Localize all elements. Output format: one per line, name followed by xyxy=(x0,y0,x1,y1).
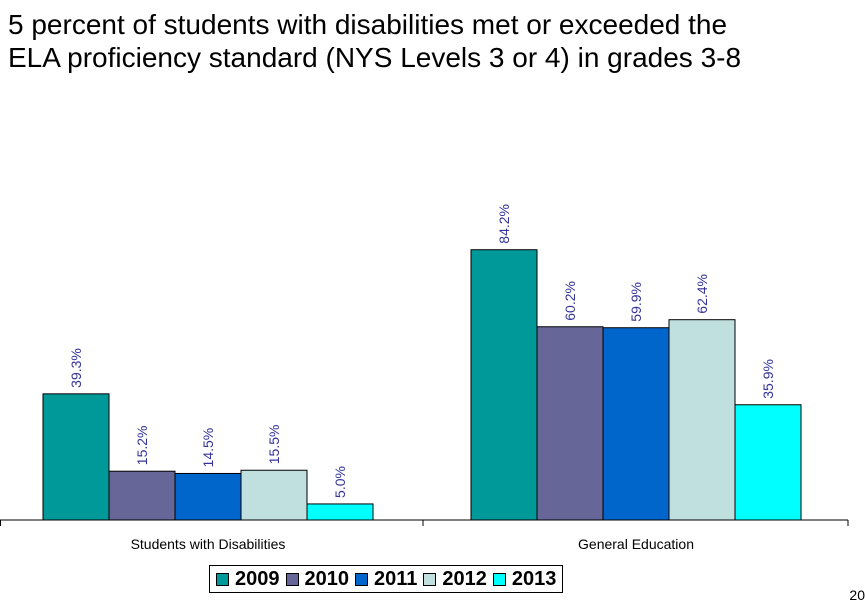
data-label: 39.3% xyxy=(68,348,84,388)
data-label: 15.5% xyxy=(266,425,282,465)
legend-item-2011: 2011 xyxy=(355,568,417,591)
legend-label: 2011 xyxy=(374,567,418,590)
bar-2011-students-with-disabilities xyxy=(174,472,242,521)
legend-swatch xyxy=(285,572,299,586)
legend-swatch xyxy=(355,572,368,586)
legend-item-2010: 2010 xyxy=(285,567,350,591)
legend-item-2013: 2013 xyxy=(492,567,557,591)
bar-2013-general-education xyxy=(734,404,802,521)
legend-swatch xyxy=(423,572,437,586)
data-label: 14.5% xyxy=(200,428,216,468)
data-label: 84.2% xyxy=(496,204,512,244)
bar-2009-general-education xyxy=(470,249,538,521)
legend-swatch xyxy=(492,572,506,586)
page-number: 20 xyxy=(849,587,865,603)
legend-label: 2012 xyxy=(442,567,487,590)
category-label: Students with Disabilities xyxy=(131,536,286,552)
legend-item-2012: 2012 xyxy=(423,568,487,591)
bar-2013-students-with-disabilities xyxy=(306,503,374,521)
legend-label: 2013 xyxy=(511,567,557,590)
data-label: 60.2% xyxy=(562,281,578,321)
legend-item-2009: 2009 xyxy=(216,568,280,591)
legend-label: 2010 xyxy=(304,567,350,590)
title-line-2: ELA proficiency standard (NYS Levels 3 o… xyxy=(8,42,742,73)
bar-2010-general-education xyxy=(536,326,604,521)
data-label: 59.9% xyxy=(628,282,644,322)
legend-swatch xyxy=(216,572,229,586)
bar-2010-students-with-disabilities xyxy=(108,470,176,521)
title-line-1: 5 percent of students with disabilities … xyxy=(8,9,728,40)
chart-title: 5 percent of students with disabilities … xyxy=(8,8,865,74)
bar-2012-general-education xyxy=(668,319,736,521)
data-label: 62.4% xyxy=(694,274,710,314)
bar-2011-general-education xyxy=(602,327,670,521)
data-label: 5.0% xyxy=(332,466,348,498)
bar-2012-students-with-disabilities xyxy=(240,469,308,521)
legend-label: 2009 xyxy=(235,567,280,590)
data-label: 35.9% xyxy=(760,359,776,399)
chart-legend: 2009 2010 2011 2012 2013 xyxy=(209,565,564,593)
category-label: General Education xyxy=(578,536,694,552)
data-label: 15.2% xyxy=(134,426,150,466)
bar-2009-students-with-disabilities xyxy=(42,393,110,521)
